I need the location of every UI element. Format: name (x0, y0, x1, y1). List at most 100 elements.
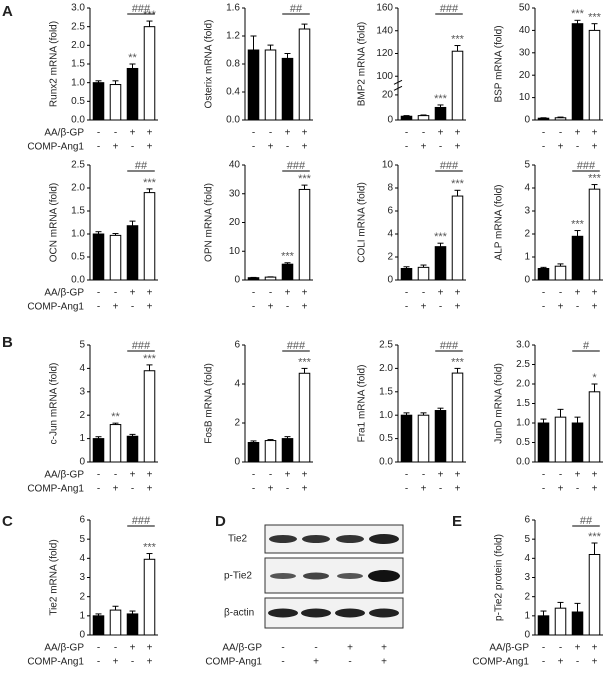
y-axis-label: OCN mRNA (fold) (49, 183, 60, 262)
treatment-sign: - (542, 128, 545, 139)
band (302, 535, 330, 543)
panel-label: A (2, 3, 13, 20)
bracket-label: ### (440, 3, 459, 15)
treatment-sign: - (114, 643, 117, 654)
bar (92, 233, 105, 281)
western-blot: Tie2 p-Tie2 β-actin (224, 524, 404, 629)
treatment-sign: + (285, 470, 291, 481)
bracket-label: ### (287, 340, 306, 352)
bracket-label: ## (135, 160, 148, 172)
treatment-sign: - (405, 484, 408, 495)
bar (400, 414, 413, 463)
band (368, 570, 400, 582)
bar (588, 554, 601, 636)
significance: *** (588, 12, 602, 24)
treatment-sign: + (558, 657, 564, 668)
treatment-sign: - (542, 657, 545, 668)
treatment-sign: + (592, 288, 598, 299)
treatment-sign: - (559, 643, 562, 654)
y-tick-label: 1.6 (226, 3, 240, 14)
treatment-label: COMP-Ang1 (205, 657, 262, 668)
bar (264, 276, 277, 281)
treatment-sign: + (592, 484, 598, 495)
y-tick-label: 2.5 (71, 21, 85, 32)
treatment-sign: - (131, 302, 134, 313)
bar (264, 49, 277, 121)
bar (109, 234, 122, 281)
y-tick-label: 40 (229, 160, 241, 171)
treatment-sign: - (559, 470, 562, 481)
treatment-sign: + (575, 643, 581, 654)
treatment-sign: - (576, 484, 579, 495)
bar (588, 391, 601, 463)
bar (298, 28, 311, 121)
bar (264, 440, 277, 463)
treatment-label: AA/β-GP (222, 643, 262, 654)
treatment-sign: - (405, 142, 408, 153)
y-tick-label: 2 (524, 591, 530, 602)
y-tick-label: 20 (382, 90, 394, 101)
y-tick-label: 0.0 (516, 457, 530, 468)
bar (434, 246, 447, 281)
treatment-sign: + (438, 470, 444, 481)
y-tick-label: 4 (79, 363, 85, 374)
treatment-sign: + (147, 643, 153, 654)
bracket-label: ### (132, 3, 151, 15)
treatment-sign: - (97, 288, 100, 299)
y-axis-label: Osterix mRNA (fold) (204, 20, 215, 109)
treatment-sign: + (421, 302, 427, 313)
panel-label: D (215, 513, 226, 530)
y-tick-label: 2.0 (516, 379, 530, 390)
y-tick-label: 3.0 (71, 3, 85, 14)
treatment-sign: - (559, 288, 562, 299)
bar (571, 422, 584, 463)
significance: *** (571, 8, 585, 20)
treatment-sign: + (455, 142, 461, 153)
treatment-sign: - (281, 643, 284, 654)
bar (400, 268, 413, 281)
y-tick-label: 0.0 (71, 275, 85, 286)
y-tick-label: 2 (387, 252, 393, 263)
bracket-label: ### (440, 160, 459, 172)
significance: *** (451, 33, 465, 45)
treatment-sign: + (455, 302, 461, 313)
y-tick-label: 2 (524, 229, 530, 240)
treatment-sign: + (268, 302, 274, 313)
treatment-sign: - (542, 643, 545, 654)
y-tick-label: 0.0 (226, 115, 240, 126)
treatment-sign: - (576, 657, 579, 668)
treatment-sign: - (97, 484, 100, 495)
y-tick-label: 120 (376, 48, 393, 59)
significance: * (592, 372, 597, 384)
y-tick-label: 50 (519, 3, 531, 14)
treatment-sign: + (130, 643, 136, 654)
treatment-sign: - (439, 142, 442, 153)
y-tick-label: 4 (79, 553, 85, 564)
y-tick-label: 2.0 (379, 363, 393, 374)
bar (143, 26, 156, 121)
y-tick-label: 2 (79, 591, 85, 602)
treatment-sign: + (558, 142, 564, 153)
bar (417, 115, 430, 121)
y-tick-label: 0 (387, 115, 393, 126)
treatment-sign: + (455, 470, 461, 481)
y-tick-label: 1.0 (379, 410, 393, 421)
significance: *** (298, 173, 312, 185)
bar (434, 106, 447, 121)
significance: *** (588, 531, 602, 543)
bar (298, 372, 311, 463)
y-tick-label: 5 (79, 534, 85, 545)
bar (298, 188, 311, 281)
treatment-sign: - (131, 657, 134, 668)
y-tick-label: 1.2 (226, 31, 240, 42)
bar (92, 615, 105, 636)
bar (571, 235, 584, 281)
treatment-sign: + (592, 470, 598, 481)
treatment-sign: + (268, 484, 274, 495)
treatment-sign: - (405, 470, 408, 481)
bar (571, 23, 584, 121)
y-tick-label: 4 (524, 183, 530, 194)
treatment-sign: + (381, 657, 387, 668)
band (270, 573, 296, 579)
y-tick-label: 1 (524, 252, 530, 263)
